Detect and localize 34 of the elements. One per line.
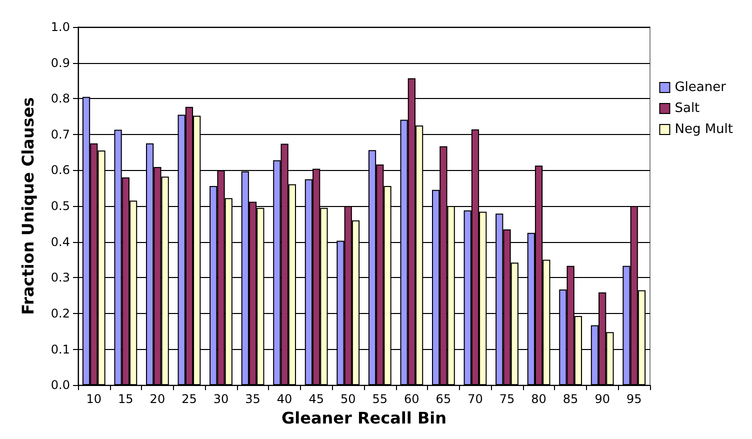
x-tick-label: 50: [340, 392, 356, 406]
y-tick-label: 0.3: [50, 270, 70, 285]
y-tick-label: 0.7: [50, 127, 70, 142]
x-tick-label: 25: [182, 392, 197, 406]
y-tick-label: 0.2: [50, 306, 70, 320]
x-tick-label: 45: [308, 392, 324, 406]
x-tick-label: 95: [626, 392, 642, 406]
legend-label: Neg Mult: [674, 122, 734, 137]
x-tick-label: 10: [86, 392, 102, 406]
x-tick-label: 80: [531, 392, 546, 406]
x-tick-label: 75: [499, 392, 515, 406]
x-tick-label: 15: [118, 392, 134, 406]
x-tick-label: 60: [404, 392, 420, 406]
x-tick-label: 40: [276, 392, 292, 406]
legend-label: Salt: [674, 101, 700, 116]
x-tick-label: 55: [372, 392, 388, 406]
x-axis-title: Gleaner Recall Bin: [281, 408, 447, 428]
y-tick-label: 0.0: [50, 378, 70, 392]
legend-label: Gleaner: [674, 80, 727, 95]
y-tick-label: 0.5: [50, 199, 70, 214]
y-tick-label: 1.0: [50, 20, 70, 34]
x-tick-label: 70: [468, 392, 483, 406]
x-tick-label: 30: [213, 392, 229, 406]
y-tick-label: 0.1: [50, 342, 70, 356]
y-axis-title: Fraction Unique Clauses: [18, 97, 38, 315]
x-tick-label: 65: [436, 392, 452, 406]
x-tick-label: 85: [562, 392, 578, 406]
y-tick-label: 0.8: [50, 92, 70, 106]
x-tick-label: 90: [594, 392, 610, 406]
y-tick-label: 0.9: [50, 56, 70, 70]
x-tick-label: 20: [150, 392, 166, 406]
y-tick-label: 0.6: [50, 163, 70, 178]
y-tick-label: 0.4: [50, 234, 70, 249]
x-tick-label: 35: [245, 392, 260, 406]
